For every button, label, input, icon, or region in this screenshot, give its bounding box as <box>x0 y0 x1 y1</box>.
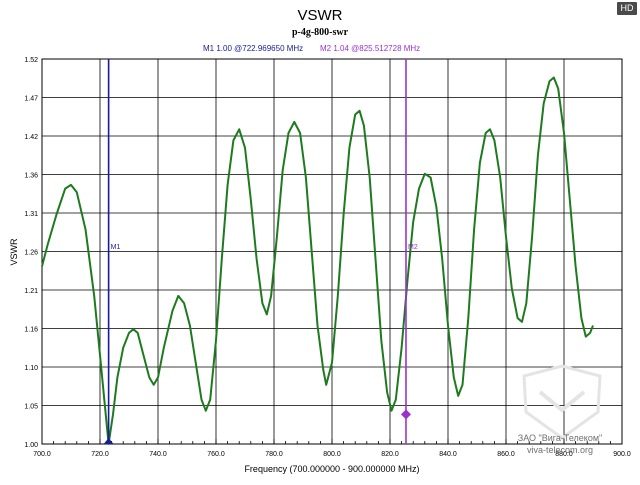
y-tick-label: 1.42 <box>24 134 38 141</box>
x-tick-label: 740.0 <box>149 451 167 458</box>
marker-m1-header: M1 1.00 @722.969650 MHz <box>203 44 303 53</box>
x-tick-label: 700.0 <box>33 451 51 458</box>
y-tick-label: 1.21 <box>24 288 38 295</box>
y-tick-label: 1.36 <box>24 173 38 180</box>
y-tick-label: 1.52 <box>24 57 38 64</box>
x-tick-label: 840.0 <box>439 451 457 458</box>
marker-point-m1 <box>103 438 114 444</box>
x-tick-label: 780.0 <box>265 451 283 458</box>
x-tick-label: 900.0 <box>613 451 631 458</box>
marker-label-m2: M2 <box>408 244 418 251</box>
chart-subtitle: p-4g-800-swr <box>292 27 349 38</box>
x-tick-label: 720.0 <box>91 451 109 458</box>
x-tick-label: 820.0 <box>381 451 399 458</box>
hd-badge: HD <box>617 2 637 15</box>
watermark <box>522 364 602 440</box>
watermark-chevron-icon <box>538 390 586 413</box>
chart-title: VSWR <box>298 7 343 24</box>
watermark-website: viva-telecom.org <box>527 445 593 455</box>
series-line <box>41 76 594 445</box>
y-axis-label: VSWR <box>9 238 19 266</box>
marker-header: M1 1.00 @722.969650 MHz M2 1.04 @825.512… <box>203 44 420 53</box>
y-tick-label: 1.00 <box>24 442 38 449</box>
marker-m2-header: M2 1.04 @825.512728 MHz <box>320 44 420 53</box>
x-axis-label: Frequency (700.000000 - 900.000000 MHz) <box>244 464 419 474</box>
watermark-shield-icon <box>522 364 602 440</box>
marker-label-m1: M1 <box>111 244 121 251</box>
y-tick-label: 1.26 <box>24 250 38 257</box>
x-tick-label: 800.0 <box>323 451 341 458</box>
y-tick-label: 1.10 <box>24 365 38 372</box>
watermark-company: ЗАО "Вига-Телеком" <box>518 433 602 443</box>
y-tick-label: 1.16 <box>24 327 38 334</box>
x-tick-label: 880.0 <box>555 451 573 458</box>
marker-point-m2 <box>400 409 411 420</box>
y-tick-label: 1.31 <box>24 211 38 218</box>
x-axis-ticks: 700.0 720.0 740.0 760.0 780.0 800.0 820.0 840.0… <box>33 439 631 458</box>
x-tick-label: 860.0 <box>497 451 515 458</box>
y-axis-ticks: 1.00 1.05 1.10 1.16 1.21 1.26 1.31 1.36 1.42 1.47… <box>24 57 38 449</box>
x-tick-label: 760.0 <box>207 451 225 458</box>
y-tick-label: 1.47 <box>24 96 38 103</box>
markers-group: M1 M2 <box>103 59 418 444</box>
y-tick-label: 1.05 <box>24 404 38 411</box>
series-group <box>41 76 594 445</box>
